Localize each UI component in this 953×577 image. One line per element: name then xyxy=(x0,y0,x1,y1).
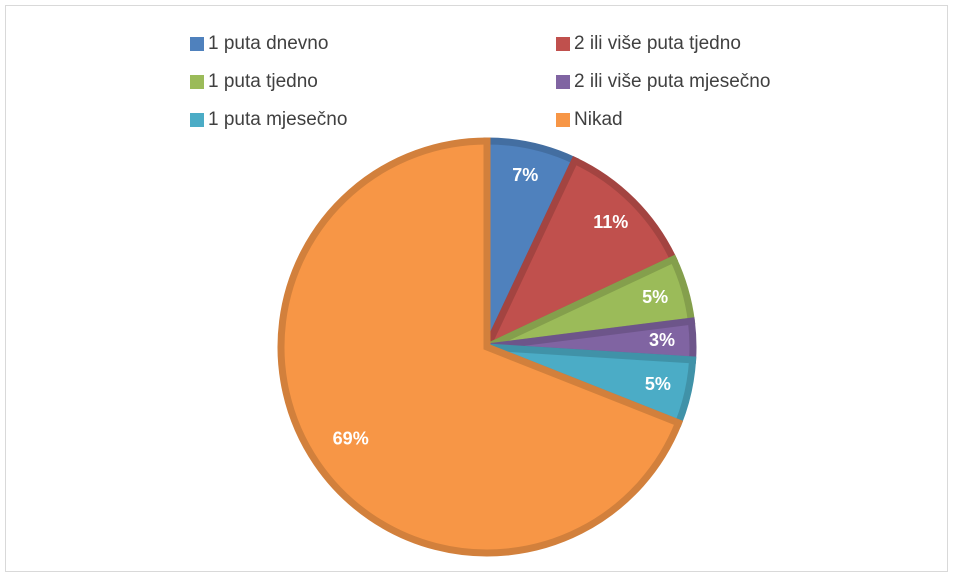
pie-slice xyxy=(479,155,679,355)
data-label: 11% xyxy=(593,212,628,232)
data-label: 5% xyxy=(642,287,668,307)
data-label: 5% xyxy=(645,374,671,394)
pie-slice xyxy=(277,137,684,557)
legend-label: Nikad xyxy=(574,109,623,130)
data-label: 3% xyxy=(649,330,675,350)
legend-swatch xyxy=(556,113,570,127)
legend-label: 1 puta tjedno xyxy=(208,71,318,92)
legend-label: 2 ili više puta mjesečno xyxy=(574,71,770,92)
legend-label: 1 puta dnevno xyxy=(208,33,328,54)
legend-label: 1 puta mjesečno xyxy=(208,109,347,130)
data-label: 7% xyxy=(512,165,538,185)
legend-swatch xyxy=(190,75,204,89)
legend-swatch xyxy=(556,37,570,51)
legend-label: 2 ili više puta tjedno xyxy=(574,33,741,54)
data-label: 69% xyxy=(333,428,369,448)
legend-swatch xyxy=(556,75,570,89)
legend-swatch xyxy=(190,113,204,127)
legend-swatch xyxy=(190,37,204,51)
